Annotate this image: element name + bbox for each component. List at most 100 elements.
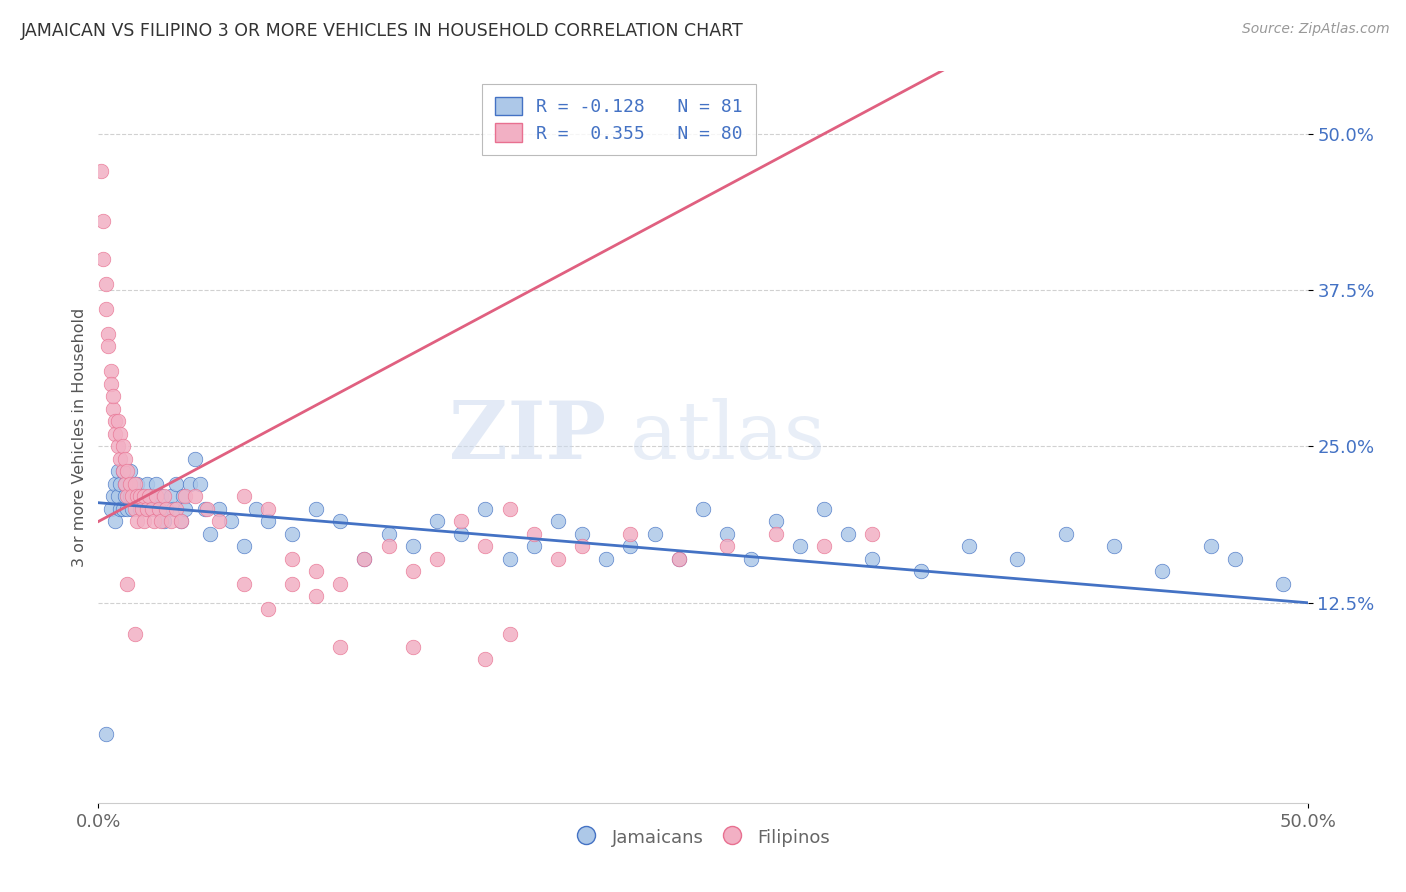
Point <box>619 527 641 541</box>
Point <box>426 552 449 566</box>
Point <box>117 490 139 504</box>
Point <box>450 515 472 529</box>
Point <box>148 502 170 516</box>
Point <box>124 477 146 491</box>
Point <box>172 490 194 504</box>
Point <box>97 339 120 353</box>
Point <box>188 477 211 491</box>
Point <box>101 401 124 416</box>
Point <box>860 552 883 566</box>
Point <box>195 502 218 516</box>
Point <box>134 502 156 516</box>
Point <box>281 577 304 591</box>
Point <box>716 540 738 554</box>
Point <box>108 426 131 441</box>
Point <box>155 502 177 516</box>
Point <box>162 502 184 516</box>
Point <box>1007 552 1029 566</box>
Point <box>90 164 112 178</box>
Point <box>169 515 191 529</box>
Point <box>498 502 520 516</box>
Point <box>184 452 207 467</box>
Point <box>198 527 221 541</box>
Point <box>281 552 304 566</box>
Point <box>107 414 129 428</box>
Point <box>813 502 835 516</box>
Point <box>957 540 980 554</box>
Point <box>100 364 122 378</box>
Point <box>104 515 127 529</box>
Point <box>107 490 129 504</box>
Point <box>789 540 811 554</box>
Point <box>668 552 690 566</box>
Point <box>111 502 134 516</box>
Point <box>152 515 174 529</box>
Point <box>256 515 278 529</box>
Point <box>118 490 141 504</box>
Point <box>135 477 157 491</box>
Point <box>740 552 762 566</box>
Point <box>1102 540 1125 554</box>
Point <box>692 502 714 516</box>
Point <box>100 376 122 391</box>
Point <box>595 552 617 566</box>
Point <box>141 490 163 504</box>
Point <box>107 465 129 479</box>
Point <box>131 490 153 504</box>
Point <box>498 552 520 566</box>
Point <box>134 515 156 529</box>
Point <box>571 540 593 554</box>
Point <box>118 477 141 491</box>
Point <box>108 502 131 516</box>
Point <box>121 502 143 516</box>
Point <box>329 640 352 654</box>
Text: atlas: atlas <box>630 398 825 476</box>
Point <box>169 515 191 529</box>
Point <box>97 326 120 341</box>
Point <box>114 477 136 491</box>
Text: Source: ZipAtlas.com: Source: ZipAtlas.com <box>1241 22 1389 37</box>
Point <box>104 426 127 441</box>
Point <box>232 577 254 591</box>
Point <box>107 440 129 454</box>
Point <box>108 477 131 491</box>
Point <box>160 490 183 504</box>
Point <box>143 515 166 529</box>
Point <box>498 627 520 641</box>
Point <box>128 502 150 516</box>
Point <box>716 527 738 541</box>
Point <box>353 552 375 566</box>
Point <box>135 502 157 516</box>
Point <box>127 490 149 504</box>
Point <box>1223 552 1246 566</box>
Point <box>194 502 217 516</box>
Point <box>94 277 117 291</box>
Point <box>174 490 197 504</box>
Point <box>353 552 375 566</box>
Point <box>474 652 496 666</box>
Point <box>281 527 304 541</box>
Point <box>94 727 117 741</box>
Point <box>155 502 177 516</box>
Point <box>668 552 690 566</box>
Point <box>232 540 254 554</box>
Point <box>523 527 546 541</box>
Point <box>184 490 207 504</box>
Point <box>245 502 267 516</box>
Point <box>145 477 167 491</box>
Point <box>1272 577 1295 591</box>
Point <box>124 490 146 504</box>
Point <box>450 527 472 541</box>
Point <box>221 515 243 529</box>
Point <box>118 465 141 479</box>
Point <box>765 527 787 541</box>
Point <box>1199 540 1222 554</box>
Point <box>426 515 449 529</box>
Point <box>174 502 197 516</box>
Point <box>571 527 593 541</box>
Point <box>329 577 352 591</box>
Point <box>127 477 149 491</box>
Point <box>100 502 122 516</box>
Point <box>765 515 787 529</box>
Point <box>179 477 201 491</box>
